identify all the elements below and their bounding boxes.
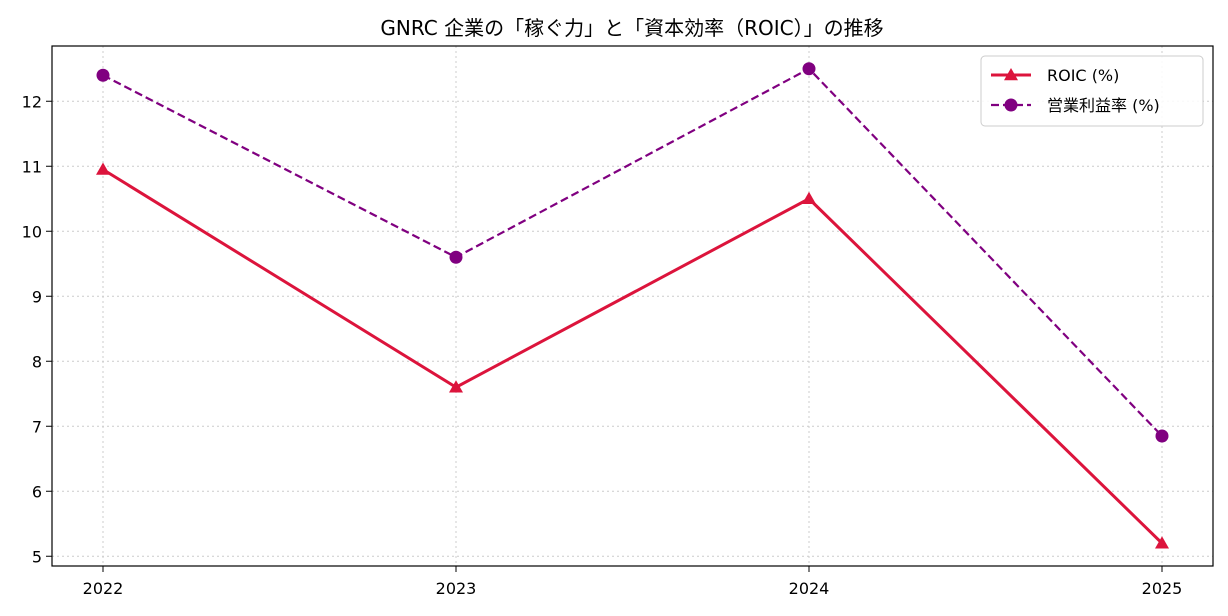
y-tick-label: 8 — [32, 352, 42, 371]
axis-layer: 2022 2023 2024 2025 5 6 7 8 9 10 11 12 — [22, 92, 1183, 598]
y-tick-label: 10 — [22, 222, 42, 241]
chart-title: GNRC 企業の「稼ぐ力」と「資本効率（ROIC）」の推移 — [380, 16, 883, 40]
y-tick-label: 11 — [22, 157, 42, 176]
series-line-2 — [102, 67, 1163, 437]
y-tick-label: 7 — [32, 417, 42, 436]
legend-marker-1 — [1004, 68, 1018, 81]
series-1-point — [96, 162, 110, 175]
y-tick-label: 5 — [32, 547, 42, 566]
legend-label-1: ROIC (%) — [1047, 66, 1119, 85]
series-1-point — [802, 191, 816, 204]
grid-layer — [52, 46, 1213, 566]
series-2-point — [802, 62, 816, 76]
plot-frame — [51, 45, 1214, 567]
series-2-point — [449, 250, 463, 264]
x-tick-label: 2022 — [83, 579, 124, 598]
series-1-point — [449, 380, 463, 393]
series-line-1 — [102, 168, 1164, 545]
legend-marker-2 — [1004, 98, 1018, 112]
x-tick-label: 2023 — [436, 579, 477, 598]
series-2-point — [1155, 429, 1169, 443]
legend-label-2: 営業利益率 (%) — [1047, 96, 1160, 115]
y-tick-label: 12 — [22, 92, 42, 111]
y-tick-label: 9 — [32, 287, 42, 306]
series-layer — [96, 62, 1169, 549]
x-tick-label: 2025 — [1142, 579, 1183, 598]
series-1-point — [1155, 536, 1169, 549]
x-tick-label: 2024 — [789, 579, 830, 598]
series-2-point — [96, 68, 110, 82]
legend: ROIC (%) 営業利益率 (%) — [980, 55, 1204, 127]
y-tick-label: 6 — [32, 482, 42, 501]
legend-box — [980, 55, 1204, 127]
